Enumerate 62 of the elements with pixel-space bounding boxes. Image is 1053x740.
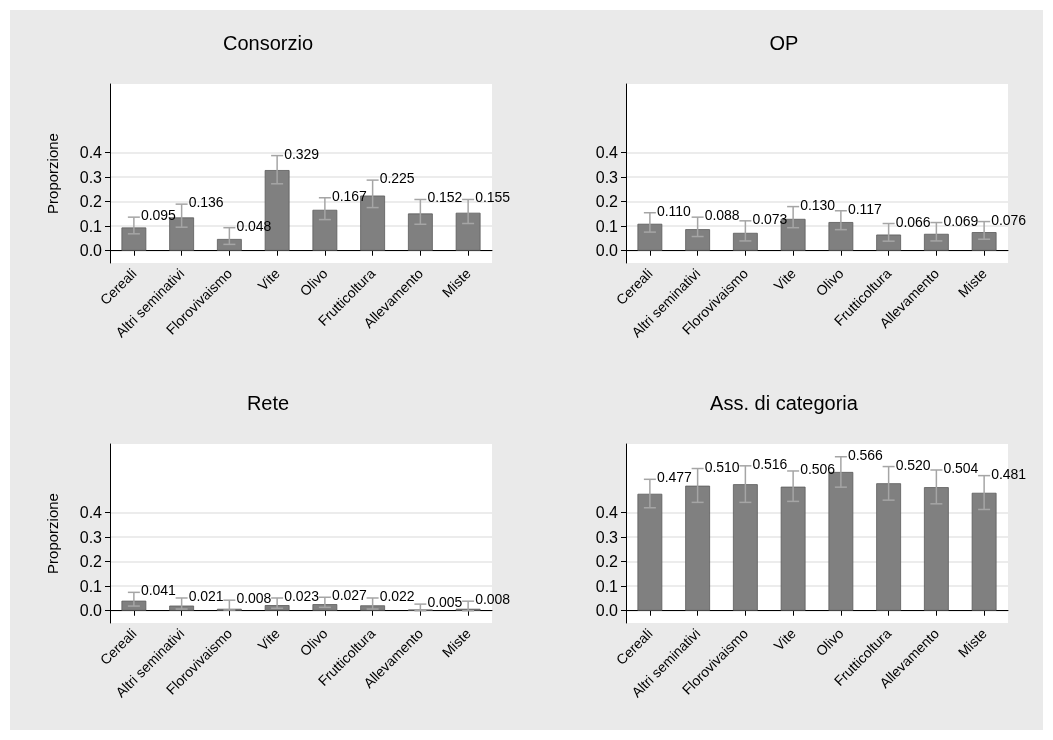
y-tick-label: 0.1 (595, 577, 619, 595)
data-label: 0.117 (847, 200, 883, 217)
y-tick-label: 0.0 (79, 242, 103, 260)
data-label: 0.110 (656, 202, 692, 219)
data-label: 0.481 (991, 465, 1027, 482)
data-label: 0.069 (943, 212, 979, 229)
y-tick-label: 0.1 (79, 577, 103, 595)
y-tick-label: 0.2 (595, 553, 619, 571)
y-axis-title: Proporzione (44, 493, 61, 574)
y-tick-label: 0.3 (79, 168, 103, 186)
y-tick-label: 0.0 (595, 242, 619, 260)
x-tick-label: Vite (770, 625, 799, 654)
y-tick-label: 0.4 (79, 144, 103, 162)
data-label: 0.520 (895, 456, 931, 473)
y-tick-label: 0.0 (595, 602, 619, 620)
y-tick-label: 0.0 (79, 602, 103, 620)
chart-title: Consorzio (222, 32, 314, 54)
chart-title: Rete (246, 392, 290, 414)
data-label: 0.048 (236, 217, 272, 234)
data-label: 0.088 (704, 207, 740, 224)
y-tick-label: 0.2 (79, 193, 103, 211)
y-tick-label: 0.4 (595, 504, 619, 522)
y-tick-label: 0.1 (79, 217, 103, 235)
y-tick-label: 0.4 (595, 144, 619, 162)
data-label: 0.008 (475, 591, 511, 608)
chart-title: OP (769, 32, 799, 54)
data-label: 0.041 (140, 582, 177, 599)
y-tick-label: 0.3 (595, 528, 619, 546)
data-label: 0.130 (800, 196, 836, 213)
x-tick-label: Vite (254, 265, 283, 294)
data-label: 0.076 (991, 211, 1027, 228)
data-label: 0.022 (379, 587, 415, 604)
data-label: 0.095 (140, 207, 177, 224)
y-tick-label: 0.4 (79, 504, 103, 522)
data-label: 0.066 (895, 213, 931, 230)
data-label: 0.225 (379, 170, 415, 187)
data-label: 0.506 (800, 460, 836, 477)
data-label: 0.023 (284, 587, 320, 604)
data-label: 0.008 (236, 590, 272, 607)
y-tick-label: 0.3 (79, 528, 103, 546)
data-label: 0.566 (847, 446, 884, 463)
data-label: 0.167 (331, 187, 368, 204)
y-tick-label: 0.1 (595, 217, 619, 235)
x-tick-label: Vite (770, 265, 799, 294)
x-tick-label: Vite (254, 625, 283, 654)
y-tick-label: 0.2 (595, 193, 619, 211)
data-label: 0.073 (752, 210, 788, 227)
data-label: 0.510 (704, 458, 740, 475)
data-label: 0.136 (188, 194, 224, 211)
data-label: 0.027 (331, 587, 368, 604)
y-axis-title: Proporzione (44, 133, 61, 214)
data-label: 0.021 (188, 587, 224, 604)
data-label: 0.152 (427, 189, 463, 206)
chart-title: Ass. di categoria (710, 392, 859, 414)
data-label: 0.477 (656, 469, 693, 486)
data-label: 0.005 (427, 594, 463, 611)
y-tick-label: 0.3 (595, 168, 619, 186)
y-tick-label: 0.2 (79, 553, 103, 571)
data-label: 0.504 (943, 459, 979, 476)
data-label: 0.329 (284, 145, 320, 162)
data-label: 0.516 (752, 455, 788, 472)
data-label: 0.155 (475, 189, 511, 206)
